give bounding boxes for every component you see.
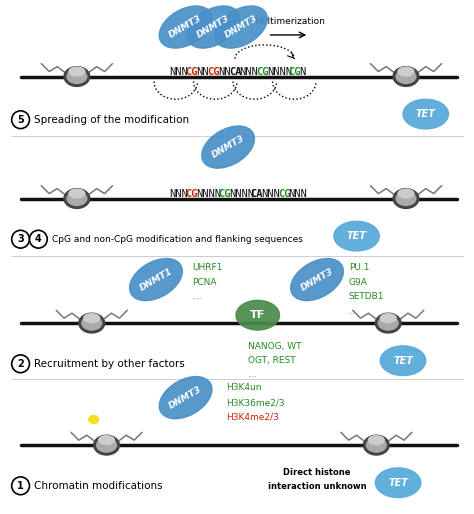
- Text: ...: ...: [349, 307, 357, 316]
- Text: NNN: NNN: [262, 189, 280, 198]
- Text: Direct histone: Direct histone: [283, 468, 351, 478]
- Text: 3: 3: [17, 234, 24, 244]
- Ellipse shape: [67, 192, 87, 206]
- Ellipse shape: [79, 313, 105, 333]
- Text: DNMT1: DNMT1: [138, 267, 174, 292]
- Text: SETDB1: SETDB1: [349, 292, 384, 301]
- Text: 1: 1: [17, 481, 24, 491]
- Ellipse shape: [94, 435, 119, 455]
- Text: NN: NN: [196, 66, 209, 77]
- Ellipse shape: [69, 189, 85, 198]
- Ellipse shape: [375, 468, 421, 498]
- Text: N: N: [300, 66, 306, 77]
- Circle shape: [12, 355, 29, 373]
- Text: CpG and non-CpG modification and flanking sequences: CpG and non-CpG modification and flankin…: [52, 235, 303, 244]
- Text: NNNN: NNNN: [229, 189, 254, 198]
- Text: UHRF1: UHRF1: [192, 263, 223, 272]
- Ellipse shape: [368, 436, 384, 445]
- Text: Multimerization: Multimerization: [254, 16, 325, 26]
- Text: CG: CG: [218, 189, 230, 198]
- Text: NNN: NNN: [289, 189, 307, 198]
- Ellipse shape: [159, 377, 212, 419]
- Text: H3K36me2/3: H3K36me2/3: [226, 398, 285, 407]
- Ellipse shape: [215, 6, 267, 48]
- Ellipse shape: [291, 259, 344, 301]
- Ellipse shape: [380, 314, 396, 323]
- Ellipse shape: [396, 192, 416, 206]
- Text: NNN: NNN: [169, 66, 188, 77]
- Ellipse shape: [99, 436, 114, 445]
- Ellipse shape: [69, 67, 85, 76]
- Ellipse shape: [64, 189, 90, 208]
- Ellipse shape: [236, 300, 280, 330]
- Text: TET: TET: [393, 356, 413, 365]
- Text: CA: CA: [229, 66, 241, 77]
- Text: 2: 2: [17, 359, 24, 369]
- Ellipse shape: [375, 313, 401, 333]
- Text: NN: NN: [218, 66, 230, 77]
- Ellipse shape: [398, 67, 414, 76]
- Text: PCNA: PCNA: [192, 278, 217, 287]
- Ellipse shape: [403, 99, 448, 129]
- Text: H3K4un: H3K4un: [226, 383, 262, 392]
- Text: CG: CG: [289, 66, 301, 77]
- Text: DNMT3: DNMT3: [210, 134, 246, 160]
- Text: NNN: NNN: [240, 66, 258, 77]
- Text: Spreading of the modification: Spreading of the modification: [35, 115, 190, 125]
- Text: 5: 5: [17, 115, 24, 125]
- Ellipse shape: [67, 69, 87, 83]
- Text: ...: ...: [248, 370, 256, 379]
- Circle shape: [12, 111, 29, 128]
- Text: Chromatin modifications: Chromatin modifications: [35, 481, 163, 491]
- Ellipse shape: [82, 316, 101, 330]
- Circle shape: [29, 230, 47, 248]
- Text: NANOG, WT: NANOG, WT: [248, 342, 301, 352]
- Ellipse shape: [380, 346, 426, 376]
- Ellipse shape: [398, 189, 414, 198]
- Text: CG: CG: [185, 66, 198, 77]
- Text: ...: ...: [192, 292, 201, 301]
- Text: TF: TF: [250, 310, 265, 320]
- Text: 4: 4: [35, 234, 42, 244]
- Ellipse shape: [89, 415, 99, 424]
- Text: DNMT3: DNMT3: [168, 384, 204, 411]
- Text: TET: TET: [416, 109, 436, 119]
- Ellipse shape: [187, 6, 240, 48]
- Ellipse shape: [84, 314, 100, 323]
- Ellipse shape: [64, 67, 90, 86]
- Circle shape: [12, 230, 29, 248]
- Text: CG: CG: [185, 189, 198, 198]
- Text: CG: CG: [207, 66, 219, 77]
- Ellipse shape: [202, 126, 255, 168]
- Text: NNN: NNN: [169, 189, 188, 198]
- Ellipse shape: [396, 69, 416, 83]
- Ellipse shape: [159, 6, 212, 48]
- Text: NNNN: NNNN: [267, 66, 292, 77]
- Text: OGT, REST: OGT, REST: [248, 356, 295, 365]
- Text: H3K4me2/3: H3K4me2/3: [226, 413, 279, 422]
- Text: NNNN: NNNN: [196, 189, 221, 198]
- Ellipse shape: [366, 438, 386, 452]
- Ellipse shape: [393, 189, 419, 208]
- Text: CA: CA: [251, 189, 263, 198]
- Ellipse shape: [97, 438, 117, 452]
- Text: TET: TET: [346, 231, 366, 241]
- Text: interaction unknown: interaction unknown: [268, 482, 366, 491]
- Text: Recruitment by other factors: Recruitment by other factors: [35, 359, 185, 369]
- Text: G9A: G9A: [349, 278, 367, 287]
- Text: DNMT3: DNMT3: [223, 14, 259, 40]
- Text: DNMT3: DNMT3: [168, 14, 204, 40]
- Ellipse shape: [393, 67, 419, 86]
- Ellipse shape: [364, 435, 389, 455]
- Text: DNMT3: DNMT3: [299, 267, 335, 292]
- Ellipse shape: [129, 259, 182, 301]
- Ellipse shape: [378, 316, 398, 330]
- Text: CG: CG: [278, 189, 290, 198]
- Text: CG: CG: [256, 66, 269, 77]
- Text: DNMT3: DNMT3: [195, 14, 231, 40]
- Text: PU.1: PU.1: [349, 263, 369, 272]
- Circle shape: [12, 477, 29, 494]
- Text: TET: TET: [388, 478, 408, 488]
- Ellipse shape: [334, 222, 379, 251]
